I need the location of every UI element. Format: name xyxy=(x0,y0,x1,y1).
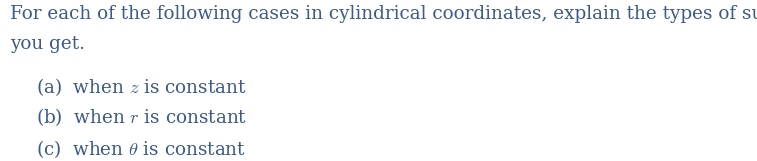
Text: (a)  when $z$ is constant: (a) when $z$ is constant xyxy=(36,76,247,98)
Text: (c)  when $\theta$ is constant: (c) when $\theta$ is constant xyxy=(36,138,246,160)
Text: you get.: you get. xyxy=(10,35,85,53)
Text: (b)  when $r$ is constant: (b) when $r$ is constant xyxy=(36,106,248,128)
Text: For each of the following cases in cylindrical coordinates, explain the types of: For each of the following cases in cylin… xyxy=(10,5,757,23)
